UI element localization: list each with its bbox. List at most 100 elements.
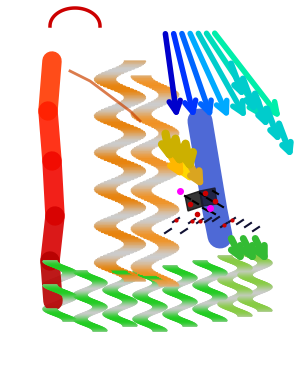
Polygon shape [98,267,121,268]
Polygon shape [158,250,178,251]
Polygon shape [135,233,156,234]
Polygon shape [133,194,154,195]
Polygon shape [140,236,161,237]
Polygon shape [141,160,163,161]
Polygon shape [95,227,116,228]
Polygon shape [151,126,173,127]
Polygon shape [123,205,145,206]
Polygon shape [104,233,127,234]
Polygon shape [138,260,159,261]
Polygon shape [155,281,176,282]
Polygon shape [123,62,145,63]
Polygon shape [121,240,143,241]
Polygon shape [147,239,168,240]
Polygon shape [146,142,167,143]
Polygon shape [132,264,152,265]
Polygon shape [157,174,177,175]
Polygon shape [158,169,178,170]
Polygon shape [101,195,123,196]
Polygon shape [104,145,127,146]
Polygon shape [96,192,118,193]
Polygon shape [95,190,116,191]
Polygon shape [95,80,116,81]
Polygon shape [121,93,143,94]
Polygon shape [101,146,123,147]
Polygon shape [108,161,131,162]
Polygon shape [131,114,151,115]
Polygon shape [133,270,153,271]
Polygon shape [124,245,146,246]
Polygon shape [96,155,118,156]
Polygon shape [118,165,141,166]
Polygon shape [107,217,130,218]
Polygon shape [118,202,141,203]
Polygon shape [157,212,178,213]
Polygon shape [112,236,135,237]
Polygon shape [143,219,165,220]
Polygon shape [95,187,116,188]
Polygon shape [185,191,203,211]
Polygon shape [116,238,138,239]
Polygon shape [123,131,145,132]
Polygon shape [159,249,179,250]
Polygon shape [156,251,176,252]
Polygon shape [124,134,146,135]
Polygon shape [131,267,151,268]
Polygon shape [144,257,165,258]
Polygon shape [124,61,146,62]
Polygon shape [118,129,141,130]
Polygon shape [158,246,178,247]
Polygon shape [133,187,153,188]
Polygon shape [116,274,138,275]
Polygon shape [96,149,118,150]
Polygon shape [115,127,137,128]
Polygon shape [153,253,174,254]
Polygon shape [134,80,155,81]
Polygon shape [124,98,146,99]
Polygon shape [123,95,145,96]
Polygon shape [137,222,158,223]
Polygon shape [112,199,134,200]
Polygon shape [148,163,169,164]
Polygon shape [95,261,116,262]
Polygon shape [123,136,145,137]
Polygon shape [98,111,121,112]
Polygon shape [124,208,146,209]
Polygon shape [121,204,143,205]
Polygon shape [139,121,160,122]
Polygon shape [151,101,172,102]
Polygon shape [147,201,168,202]
Polygon shape [131,76,151,77]
Polygon shape [146,180,167,181]
Polygon shape [122,277,144,278]
Polygon shape [154,100,175,101]
Polygon shape [139,145,160,146]
Polygon shape [96,118,118,119]
Polygon shape [115,164,138,165]
Polygon shape [98,230,121,231]
Polygon shape [94,115,116,116]
Polygon shape [121,130,143,131]
Polygon shape [112,68,135,69]
Polygon shape [143,181,164,182]
Polygon shape [159,247,179,248]
Polygon shape [112,273,135,274]
Polygon shape [132,77,152,78]
Polygon shape [101,73,124,74]
Polygon shape [115,201,138,202]
Polygon shape [123,168,145,169]
Polygon shape [124,280,146,281]
Polygon shape [96,76,118,77]
Polygon shape [155,90,176,91]
Polygon shape [159,285,179,286]
Polygon shape [118,139,141,140]
Polygon shape [140,83,161,84]
Polygon shape [158,135,178,136]
Polygon shape [134,118,155,119]
Polygon shape [156,167,177,168]
Polygon shape [108,143,131,144]
Polygon shape [98,74,121,75]
Polygon shape [108,198,131,199]
Polygon shape [98,258,120,259]
Polygon shape [118,249,140,250]
